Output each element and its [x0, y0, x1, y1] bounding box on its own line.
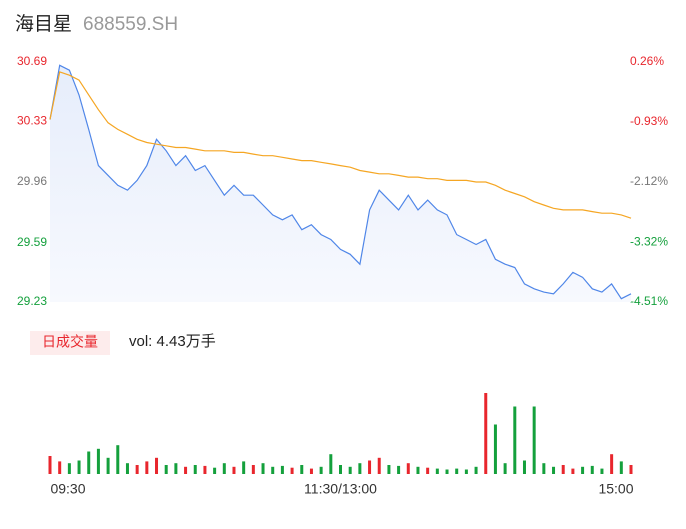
- volume-text: vol: 4.43万手: [129, 333, 216, 350]
- stock-code: 688559.SH: [83, 14, 178, 35]
- y2-tick-label: -2.12%: [630, 174, 668, 188]
- volume-bar: [581, 466, 585, 474]
- volume-bar: [67, 463, 71, 474]
- volume-bar: [339, 465, 342, 474]
- volume-bar: [48, 456, 52, 474]
- volume-bar: [106, 457, 110, 474]
- y-tick-label: 29.96: [17, 174, 47, 188]
- y-tick-label: 30.33: [17, 113, 47, 127]
- volume-bar: [474, 466, 478, 474]
- average-line: [49, 71, 632, 219]
- volume-bar: [455, 468, 459, 474]
- volume-bar: [329, 454, 333, 474]
- volume-bar: [145, 461, 149, 474]
- volume-bar: [300, 465, 304, 474]
- volume-bar: [242, 461, 246, 474]
- price-area: [50, 65, 631, 302]
- x-tick-label: 15:00: [598, 481, 633, 497]
- y2-tick-label: -0.93%: [630, 114, 668, 128]
- y2-tick-label: -3.32%: [630, 234, 668, 248]
- volume-bar: [435, 468, 439, 474]
- volume-bar: [164, 465, 168, 474]
- volume-bar: [290, 467, 294, 474]
- volume-bar: [513, 406, 517, 474]
- volume-bar: [193, 465, 197, 474]
- volume-bar: [368, 460, 372, 474]
- volume-bar: [416, 466, 420, 474]
- volume-bar: [251, 465, 255, 474]
- volume-bar: [484, 393, 488, 474]
- volume-bar: [116, 445, 120, 474]
- volume-bar: [561, 465, 565, 474]
- volume-bar: [184, 466, 188, 474]
- volume-label: 日成交量: [42, 334, 98, 350]
- y-tick-label: 29.23: [17, 294, 47, 308]
- volume-bar: [348, 466, 352, 474]
- y-tick-label: 30.69: [17, 54, 47, 68]
- volume-bar: [600, 468, 604, 474]
- volume-bar: [261, 463, 265, 474]
- volume-bar: [406, 463, 410, 474]
- volume-bar: [358, 463, 362, 474]
- volume-bar: [464, 469, 468, 474]
- volume-bar: [503, 463, 507, 474]
- y2-tick-label: 0.26%: [630, 54, 664, 68]
- volume-bar: [426, 467, 430, 474]
- volume-bar: [213, 467, 217, 474]
- volume-bar: [58, 461, 62, 474]
- stock-name: 海目星: [15, 13, 72, 35]
- volume-bar: [309, 468, 313, 474]
- volume-bar: [445, 469, 449, 474]
- volume-bar: [77, 460, 81, 474]
- volume-bar: [619, 461, 623, 474]
- volume-bar: [174, 463, 178, 474]
- x-tick-label: 11:30/13:00: [304, 481, 377, 497]
- volume-badge: [30, 331, 110, 355]
- volume-bar: [552, 466, 556, 474]
- volume-bar: [280, 465, 284, 474]
- volume-bar: [590, 465, 594, 474]
- volume-bar: [377, 457, 381, 474]
- volume-bar: [571, 468, 575, 474]
- volume-bar: [232, 466, 236, 474]
- volume-bar: [493, 424, 497, 474]
- volume-bar: [155, 457, 159, 474]
- volume-bar: [319, 466, 323, 474]
- volume-bar: [387, 465, 391, 474]
- volume-bar: [135, 465, 139, 474]
- volume-bar: [87, 451, 91, 474]
- volume-bar: [610, 454, 614, 474]
- volume-bar: [629, 465, 633, 474]
- volume-bar: [125, 463, 129, 474]
- volume-bar: [522, 460, 526, 474]
- volume-bar: [96, 448, 100, 474]
- volume-bar: [222, 463, 226, 474]
- price-line: [49, 64, 632, 300]
- volume-bar: [542, 463, 546, 474]
- x-tick-label: 09:30: [50, 481, 85, 497]
- volume-bar: [397, 465, 401, 474]
- volume-bar: [203, 465, 207, 474]
- y2-tick-label: -4.51%: [630, 294, 668, 308]
- volume-bar: [271, 466, 275, 474]
- volume-bar: [532, 406, 536, 474]
- y-tick-label: 29.59: [17, 235, 47, 249]
